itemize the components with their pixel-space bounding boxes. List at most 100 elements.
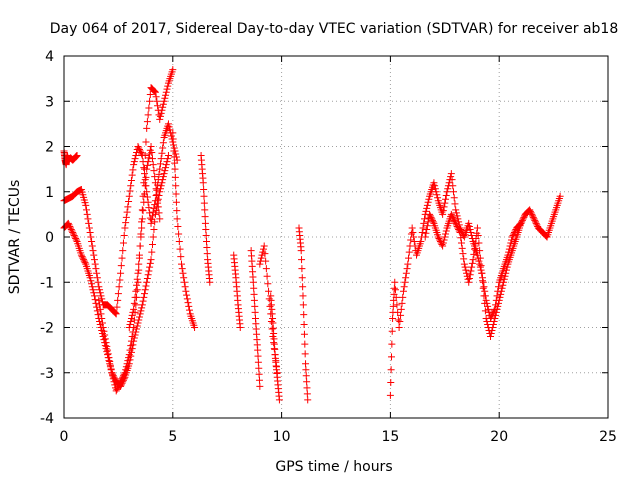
- chart-title: Day 064 of 2017, Sidereal Day-to-day VTE…: [50, 21, 619, 37]
- data-point: [96, 305, 104, 313]
- data-point: [175, 230, 183, 238]
- data-point: [89, 247, 97, 255]
- data-point: [494, 283, 502, 291]
- data-point: [159, 139, 167, 147]
- data-point: [90, 292, 98, 300]
- data-point: [117, 376, 125, 384]
- data-point: [78, 253, 86, 261]
- data-point: [95, 296, 103, 304]
- data-point: [501, 272, 509, 280]
- data-point: [502, 269, 510, 277]
- data-segment: [421, 210, 525, 341]
- data-point: [517, 219, 525, 227]
- data-point: [482, 314, 490, 322]
- data-point: [144, 158, 152, 166]
- data-point: [65, 221, 73, 229]
- data-point: [127, 342, 135, 350]
- data-point: [182, 287, 190, 295]
- data-point: [265, 287, 273, 295]
- data-point: [114, 296, 122, 304]
- data-point: [152, 93, 160, 101]
- data-point: [118, 254, 126, 262]
- x-tick-label: 5: [168, 429, 177, 445]
- data-point: [206, 278, 214, 286]
- data-point: [114, 290, 122, 298]
- data-point: [134, 319, 142, 327]
- data-point: [202, 231, 210, 239]
- data-point: [419, 224, 427, 232]
- y-tick-label: 4: [45, 49, 54, 65]
- data-point: [391, 286, 399, 294]
- data-point: [124, 357, 132, 365]
- data-point: [426, 210, 434, 218]
- data-point: [69, 228, 77, 236]
- data-point: [106, 357, 114, 365]
- data-point: [487, 330, 495, 338]
- data-point: [460, 255, 468, 263]
- data-point: [163, 85, 171, 93]
- data-point: [72, 236, 80, 244]
- data-point: [466, 225, 474, 233]
- data-segment: [169, 129, 199, 331]
- data-point: [169, 135, 177, 143]
- data-point: [301, 350, 309, 358]
- data-point: [151, 88, 159, 96]
- data-point: [172, 190, 180, 198]
- data-point: [298, 265, 306, 273]
- data-point: [468, 263, 476, 271]
- data-point: [456, 228, 464, 236]
- data-point: [476, 247, 484, 255]
- data-point: [450, 194, 458, 202]
- data-point: [432, 188, 440, 196]
- data-point: [114, 382, 122, 390]
- data-point: [300, 311, 308, 319]
- data-point: [131, 155, 139, 163]
- data-point: [124, 203, 132, 211]
- data-point: [503, 263, 511, 271]
- data-point: [478, 269, 486, 277]
- data-point: [556, 192, 564, 200]
- data-point: [452, 219, 460, 227]
- data-point: [203, 238, 211, 246]
- data-point: [429, 218, 437, 226]
- data-point: [151, 179, 159, 187]
- data-point: [66, 222, 74, 230]
- data-point: [467, 228, 475, 236]
- data-segment: [230, 251, 244, 331]
- data-point: [145, 154, 153, 162]
- data-point: [151, 87, 159, 95]
- data-point: [474, 231, 482, 239]
- data-point: [403, 265, 411, 273]
- data-point: [410, 233, 418, 241]
- data-point: [476, 263, 484, 271]
- data-point: [494, 299, 502, 307]
- data-point: [164, 152, 172, 160]
- data-point: [127, 337, 135, 345]
- data-point: [159, 173, 167, 181]
- data-point: [477, 262, 485, 270]
- data-point: [402, 274, 410, 282]
- data-point: [479, 278, 487, 286]
- data-point: [531, 218, 539, 226]
- data-point: [445, 179, 453, 187]
- data-point: [434, 194, 442, 202]
- data-point: [162, 161, 170, 169]
- data-point: [125, 351, 133, 359]
- data-point: [102, 339, 110, 347]
- data-point: [158, 106, 166, 114]
- data-point: [105, 354, 113, 362]
- data-point: [143, 274, 151, 282]
- data-point: [110, 378, 118, 386]
- data-point: [454, 224, 462, 232]
- data-point: [103, 342, 111, 350]
- data-point: [115, 283, 123, 291]
- data-point: [167, 132, 175, 140]
- data-point: [140, 164, 148, 172]
- data-point: [300, 330, 308, 338]
- data-point: [461, 263, 469, 271]
- data-point: [410, 238, 418, 246]
- data-point: [135, 251, 143, 259]
- x-axis-label: GPS time / hours: [275, 459, 392, 475]
- data-point: [97, 292, 105, 300]
